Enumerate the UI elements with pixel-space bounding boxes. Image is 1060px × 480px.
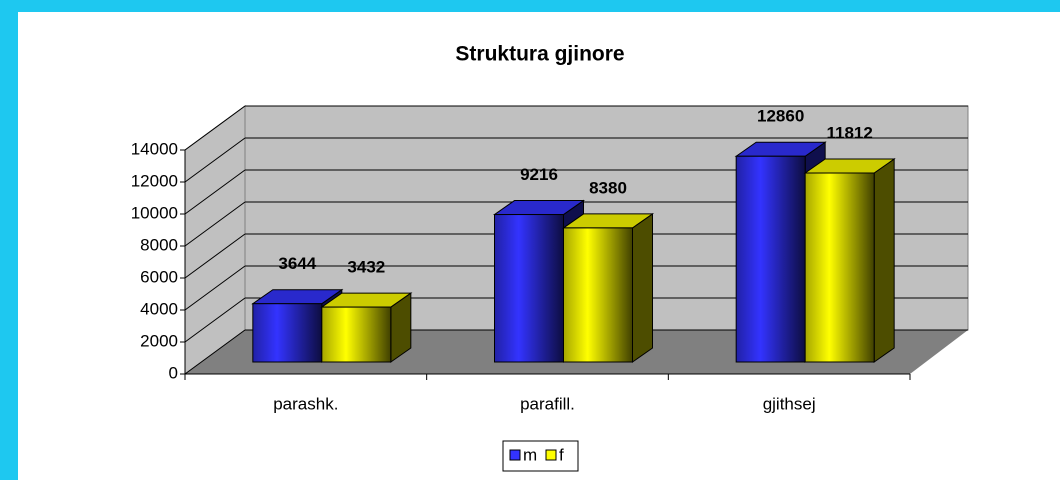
grid-line [184, 329, 246, 375]
y-tick-label: 0 [169, 363, 178, 382]
data-label: 11812 [826, 123, 872, 142]
data-label: 8380 [589, 178, 627, 197]
grid-line [184, 105, 246, 151]
x-tick-label: parafill. [520, 394, 575, 413]
data-label: 9216 [520, 165, 558, 184]
bar-shade [804, 172, 875, 363]
bar-shade [494, 214, 564, 363]
x-tick-label: parashk. [273, 394, 338, 413]
grid-line [184, 201, 246, 247]
y-tick-label: 6000 [140, 267, 178, 286]
legend-label: f [559, 445, 564, 464]
legend-label: m [523, 445, 537, 464]
grid-line [184, 169, 246, 215]
bar-shade [321, 306, 392, 363]
bar-side [873, 158, 895, 363]
grid-line [184, 297, 246, 343]
bar-side [632, 212, 653, 363]
x-tick-label: gjithsej [763, 394, 816, 413]
y-tick-label: 8000 [140, 235, 178, 254]
data-label: 3432 [347, 258, 385, 277]
y-tick-label: 4000 [140, 299, 178, 318]
data-label: 12860 [757, 107, 804, 126]
data-label: 3644 [278, 254, 316, 273]
grid-line [184, 137, 246, 183]
legend-swatch [509, 449, 521, 461]
bar-shade [735, 155, 806, 363]
y-tick-label: 10000 [131, 203, 178, 222]
y-tick-label: 2000 [140, 331, 178, 350]
y-tick-label: 14000 [131, 139, 178, 158]
chart-title: Struktura gjinore [455, 43, 624, 66]
legend-swatch [545, 449, 557, 461]
bar-shade [563, 227, 633, 363]
grid-line [184, 233, 246, 279]
bar-shade [252, 303, 323, 363]
grid-line [184, 265, 246, 311]
y-tick-label: 12000 [131, 171, 178, 190]
